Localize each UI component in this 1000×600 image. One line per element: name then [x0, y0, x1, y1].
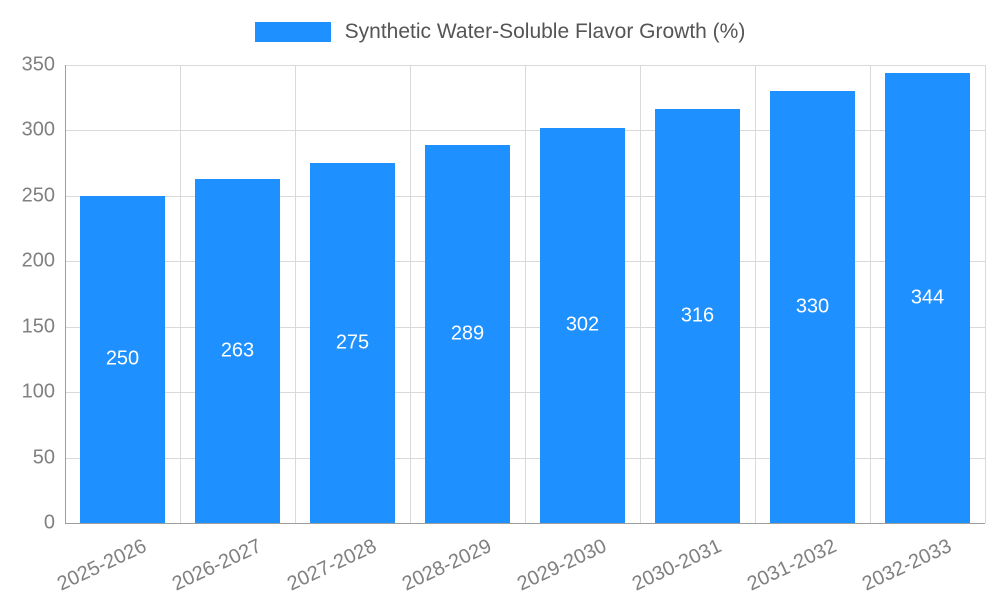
x-tick-label: 2032-2033: [858, 535, 955, 596]
y-tick-label: 300: [21, 118, 55, 141]
chart-legend: Synthetic Water-Soluble Flavor Growth (%…: [0, 20, 1000, 44]
y-tick-label: 200: [21, 249, 55, 272]
x-tick-label: 2025-2026: [53, 535, 150, 596]
x-tick-label: 2031-2032: [743, 535, 840, 596]
x-tick-label: 2030-2031: [628, 535, 725, 596]
bar-value-label: 316: [680, 304, 715, 327]
x-tick-label: 2028-2029: [398, 535, 495, 596]
bar: [425, 144, 510, 523]
y-tick-label: 50: [32, 446, 55, 469]
y-tick-label: 0: [43, 511, 55, 534]
bar-value-label: 330: [795, 295, 830, 318]
bar: [540, 127, 625, 523]
y-tick-label: 350: [21, 53, 55, 76]
x-tick-label: 2029-2030: [513, 535, 610, 596]
x-gridline: [525, 65, 526, 523]
bar: [195, 178, 280, 523]
x-gridline: [755, 65, 756, 523]
x-gridline: [985, 65, 986, 523]
x-gridline: [640, 65, 641, 523]
bar-value-label: 263: [220, 339, 255, 362]
legend-swatch: [254, 22, 331, 42]
x-gridline: [410, 65, 411, 523]
bar-value-label: 289: [450, 322, 485, 345]
bar: [80, 195, 165, 523]
x-gridline: [295, 65, 296, 523]
y-tick-label: 100: [21, 380, 55, 403]
bar-value-label: 250: [105, 347, 140, 370]
x-tick-label: 2027-2028: [283, 535, 380, 596]
bar-value-label: 302: [565, 313, 600, 336]
x-axis-line: [65, 523, 985, 524]
bar: [770, 91, 855, 523]
bar: [885, 72, 970, 523]
bar-value-label: 344: [910, 286, 945, 309]
legend-label: Synthetic Water-Soluble Flavor Growth (%…: [344, 20, 746, 43]
bar: [310, 163, 395, 523]
y-axis-line: [65, 65, 66, 523]
x-tick-label: 2026-2027: [168, 535, 265, 596]
x-gridline: [870, 65, 871, 523]
y-tick-label: 150: [21, 315, 55, 338]
bar-value-label: 275: [335, 331, 370, 354]
bar: [655, 109, 740, 523]
y-tick-label: 250: [21, 184, 55, 207]
x-gridline: [180, 65, 181, 523]
